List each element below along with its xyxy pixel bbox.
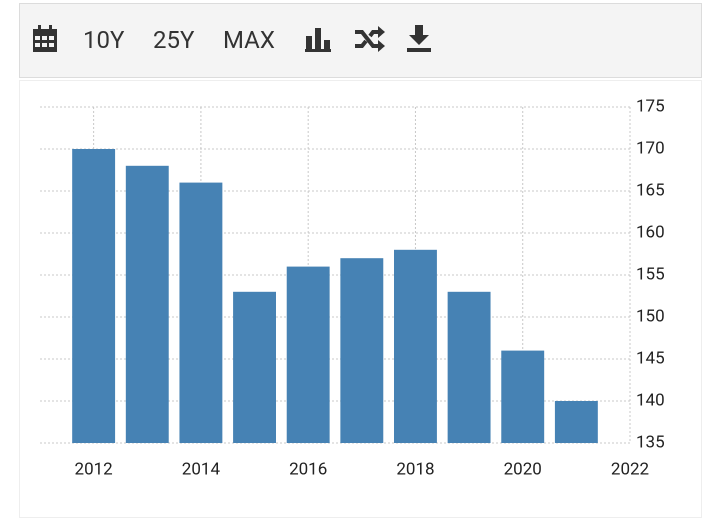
- bar: [179, 182, 223, 443]
- bar: [394, 249, 437, 443]
- y-tick-label: 160: [636, 222, 665, 242]
- bar: [125, 165, 169, 444]
- bar: [286, 266, 330, 443]
- y-tick-label: 150: [636, 306, 665, 326]
- x-tick-label: 2018: [396, 459, 434, 479]
- y-tick-label: 175: [636, 96, 665, 116]
- y-tick-label: 135: [636, 432, 665, 452]
- y-tick-label: 165: [636, 180, 665, 200]
- calendar-icon[interactable]: [32, 25, 58, 53]
- x-tick-label: 2012: [75, 459, 113, 479]
- x-tick-label: 2016: [289, 459, 327, 479]
- x-tick-label: 2014: [182, 459, 221, 479]
- x-tick-label: 2020: [504, 459, 542, 479]
- range-button[interactable]: 10Y: [83, 26, 125, 54]
- y-tick-label: 155: [636, 264, 665, 284]
- x-tick-label: 2022: [611, 459, 649, 479]
- bar: [554, 401, 598, 443]
- y-tick-label: 140: [636, 390, 665, 410]
- bar: [501, 350, 545, 443]
- chart-panel: [19, 80, 702, 518]
- toolbar: 10Y 25Y MAX: [19, 3, 702, 78]
- range-button[interactable]: MAX: [223, 26, 275, 54]
- range-button[interactable]: 25Y: [153, 26, 195, 54]
- bar: [233, 291, 276, 443]
- download-icon[interactable]: [406, 25, 432, 53]
- bar: [340, 258, 384, 443]
- bar: [72, 149, 116, 443]
- bar: [447, 291, 491, 443]
- compare-icon[interactable]: [353, 26, 385, 52]
- y-tick-label: 145: [636, 348, 665, 368]
- y-tick-label: 170: [636, 138, 665, 158]
- chart-type-icon[interactable]: [305, 26, 331, 52]
